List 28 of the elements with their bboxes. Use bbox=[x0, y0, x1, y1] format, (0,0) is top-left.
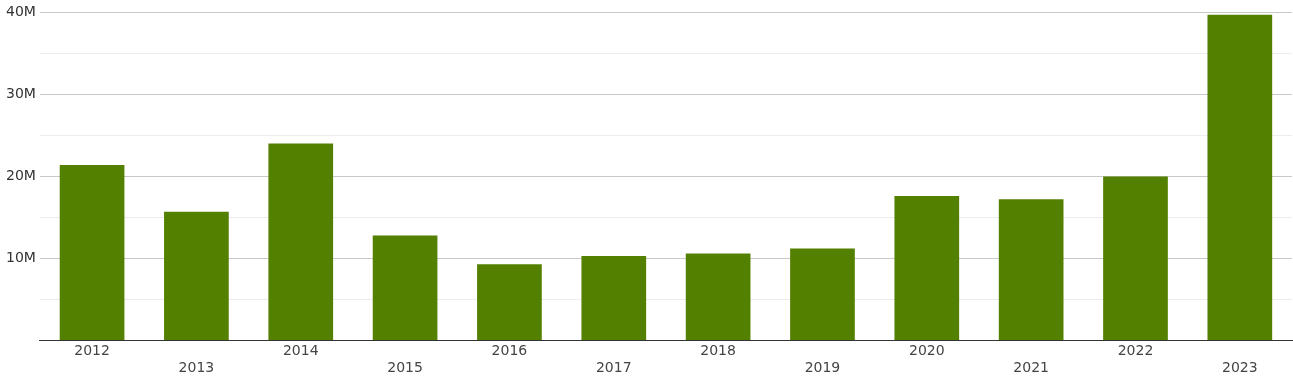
bar bbox=[998, 199, 1064, 340]
x-tick-label: 2016 bbox=[491, 342, 528, 359]
x-tick-label: 2012 bbox=[74, 342, 110, 359]
x-tick-label: 2013 bbox=[178, 359, 215, 376]
y-tick-label: 30M bbox=[5, 85, 36, 102]
x-tick-label: 2014 bbox=[282, 342, 319, 359]
x-tick-label: 2019 bbox=[804, 359, 841, 376]
x-tick-label: 2021 bbox=[1013, 359, 1049, 376]
y-tick-label: 10M bbox=[5, 249, 36, 266]
bar bbox=[59, 164, 125, 340]
bar bbox=[268, 143, 334, 340]
x-tick-label: 2015 bbox=[387, 359, 423, 376]
bar bbox=[1103, 176, 1168, 340]
bar bbox=[372, 235, 438, 340]
bar bbox=[894, 196, 960, 340]
bar bbox=[477, 264, 542, 340]
bar bbox=[790, 248, 855, 340]
y-tick-label: 40M bbox=[5, 3, 36, 20]
bar bbox=[1207, 14, 1273, 340]
x-tick-label: 2018 bbox=[700, 342, 736, 359]
bar bbox=[685, 253, 751, 340]
x-tick-label: 2022 bbox=[1117, 342, 1154, 359]
bar bbox=[581, 255, 647, 340]
x-tick-label: 2023 bbox=[1222, 359, 1258, 376]
bar bbox=[164, 211, 229, 340]
x-tick-label: 2020 bbox=[908, 342, 945, 359]
y-tick-label: 20M bbox=[5, 167, 36, 184]
x-tick-label: 2017 bbox=[595, 359, 632, 376]
